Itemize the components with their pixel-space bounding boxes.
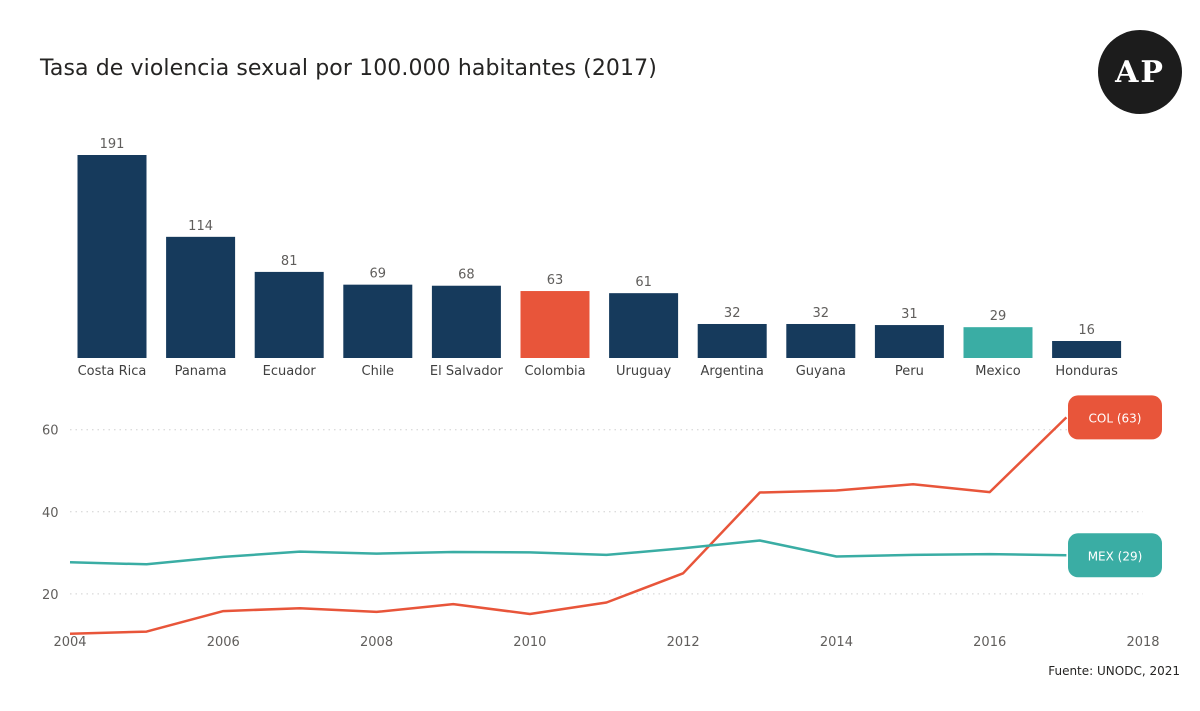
bar: [963, 327, 1033, 358]
bar-value-label: 191: [100, 137, 125, 152]
bar-category-label: Colombia: [524, 364, 585, 379]
bar: [166, 236, 236, 358]
series-line-mex: [69, 539, 1067, 566]
bar: [609, 293, 679, 358]
x-tick-label: 2008: [360, 635, 393, 650]
bar-category-label: El Salvador: [430, 364, 504, 379]
bar: [343, 284, 413, 358]
bar-category-label: Ecuador: [263, 364, 317, 379]
bar-value-label: 63: [547, 273, 564, 288]
bar-value-label: 81: [281, 254, 298, 269]
source-note: Fuente: UNODC, 2021: [1048, 664, 1180, 678]
bar-value-label: 61: [635, 275, 652, 290]
bar-category-label: Uruguay: [616, 364, 672, 379]
bar-category-label: Costa Rica: [78, 364, 147, 379]
x-tick-label: 2012: [667, 635, 700, 650]
bar-value-label: 29: [990, 309, 1007, 324]
bar-category-label: Guyana: [796, 364, 846, 379]
bar-category-label: Argentina: [700, 364, 763, 379]
bar-value-label: 68: [458, 268, 475, 283]
bar-value-label: 32: [813, 306, 830, 321]
x-tick-label: 2006: [207, 635, 240, 650]
x-tick-label: 2014: [820, 635, 853, 650]
bar-category-label: Honduras: [1055, 364, 1118, 379]
x-tick-label: 2004: [53, 635, 86, 650]
bar: [431, 285, 501, 358]
bar-value-label: 16: [1078, 323, 1095, 338]
end-label-text: COL (63): [1089, 411, 1142, 425]
chart-title: Tasa de violencia sexual por 100.000 hab…: [40, 56, 657, 81]
bar-category-label: Mexico: [975, 364, 1020, 379]
bar-value-label: 69: [370, 267, 387, 282]
y-tick-label: 40: [42, 506, 59, 521]
line-chart: 20 40 60 2004 2006 2008 2010 2012 2014 2016 2018 CO…: [42, 395, 1162, 650]
bar: [1052, 340, 1122, 358]
x-tick-label: 2018: [1126, 635, 1159, 650]
y-tick-label: 20: [42, 588, 59, 603]
end-label-box: [1068, 533, 1162, 578]
bar: [77, 155, 147, 358]
series-line-col: [69, 416, 1068, 635]
bar-value-label: 32: [724, 306, 741, 321]
x-tick-label: 2010: [513, 635, 546, 650]
bar-category-label: Panama: [175, 364, 227, 379]
bar: [874, 325, 944, 358]
bar-category-label: Chile: [362, 364, 395, 379]
bar-category-label: Peru: [895, 364, 924, 379]
bar-value-label: 114: [188, 219, 213, 234]
bar: [254, 271, 324, 358]
bar-chart: 191 Costa Rica 114 Panama 81 Ecuador 69 Chile 68…: [77, 137, 1122, 379]
end-label-text: MEX (29): [1088, 549, 1143, 563]
bar: [697, 323, 767, 358]
ap-logo: AP: [1098, 30, 1182, 114]
end-label-box: [1068, 395, 1162, 440]
x-tick-label: 2016: [973, 635, 1006, 650]
y-tick-label: 60: [42, 424, 59, 439]
bar: [520, 291, 590, 358]
bar: [786, 323, 856, 358]
bar-value-label: 31: [901, 307, 918, 322]
